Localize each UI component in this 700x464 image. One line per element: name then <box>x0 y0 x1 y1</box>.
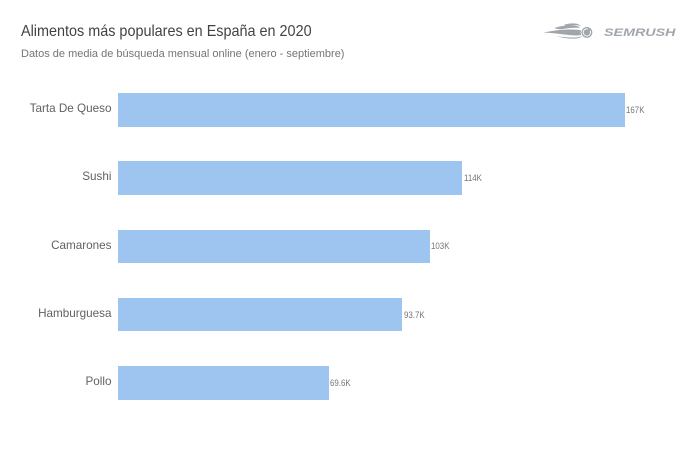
svg-text:SEMRUSH: SEMRUSH <box>604 27 676 39</box>
